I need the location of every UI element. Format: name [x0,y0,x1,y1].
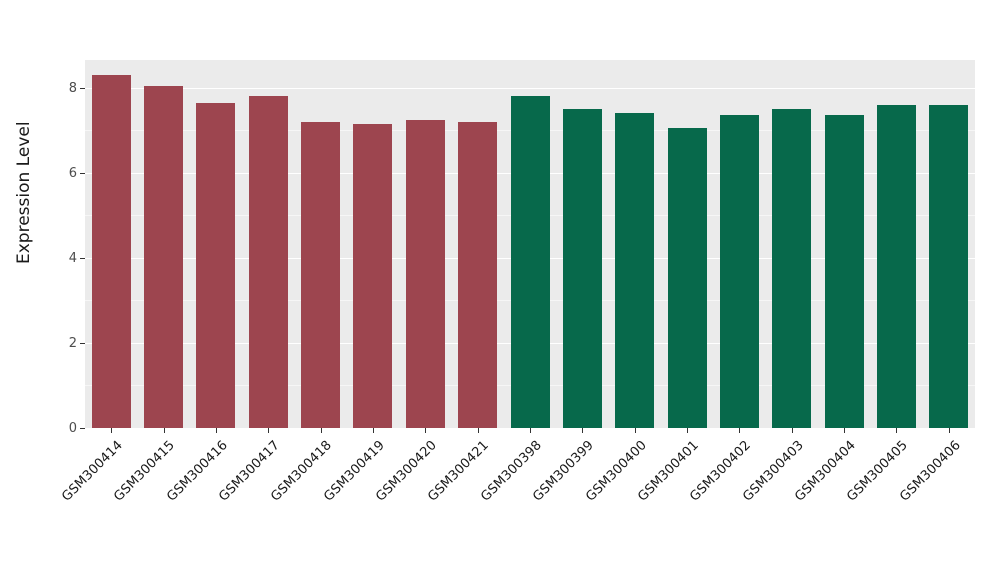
bar-GSM300418 [301,121,341,428]
x-tick-mark [163,428,165,433]
y-tick-mark [80,428,85,429]
bar-GSM300403 [772,108,812,428]
bar-GSM300419 [353,123,393,428]
y-tick-label: 4 [68,250,77,266]
x-tick-mark [425,428,427,433]
x-tick-mark [634,428,636,433]
y-tick-mark [80,342,85,344]
bar-GSM300402 [719,115,759,428]
gridline-major [85,87,975,89]
bar-GSM300415 [144,85,184,428]
x-tick-mark [582,428,584,433]
bar-GSM300405 [876,104,916,428]
bar-GSM300406 [929,104,969,428]
x-tick-mark [739,428,741,433]
y-tick-label: 8 [68,80,77,96]
x-tick-mark [268,428,270,433]
bar-GSM300399 [562,108,602,428]
bar-GSM300400 [615,113,655,428]
bar-GSM300420 [405,119,445,428]
x-tick-mark [948,428,950,433]
bar-GSM300417 [248,96,288,428]
x-tick-mark [215,428,217,433]
y-tick-mark [80,257,85,259]
bar-GSM300421 [458,121,498,428]
x-tick-mark [372,428,374,433]
y-axis-title: Expression Level [14,121,34,264]
x-tick-mark [530,428,531,433]
y-tick-label: 2 [68,335,77,351]
bar-GSM300404 [824,115,864,428]
bar-GSM300416 [196,102,236,428]
bar-GSM300414 [91,74,131,428]
x-tick-mark [791,428,793,433]
x-tick-mark [477,428,479,433]
bar-GSM300401 [667,128,707,428]
x-tick-mark [320,428,322,433]
x-tick-mark [844,428,846,433]
plot-panel [85,60,975,429]
bar-GSM300398 [510,96,550,428]
x-tick-mark [111,428,113,433]
x-tick-mark [896,428,898,433]
y-tick-mark [80,87,85,89]
y-tick-label: 0 [68,421,77,436]
x-tick-mark [687,428,689,433]
y-tick-label: 6 [68,165,77,181]
y-tick-mark [80,172,85,174]
